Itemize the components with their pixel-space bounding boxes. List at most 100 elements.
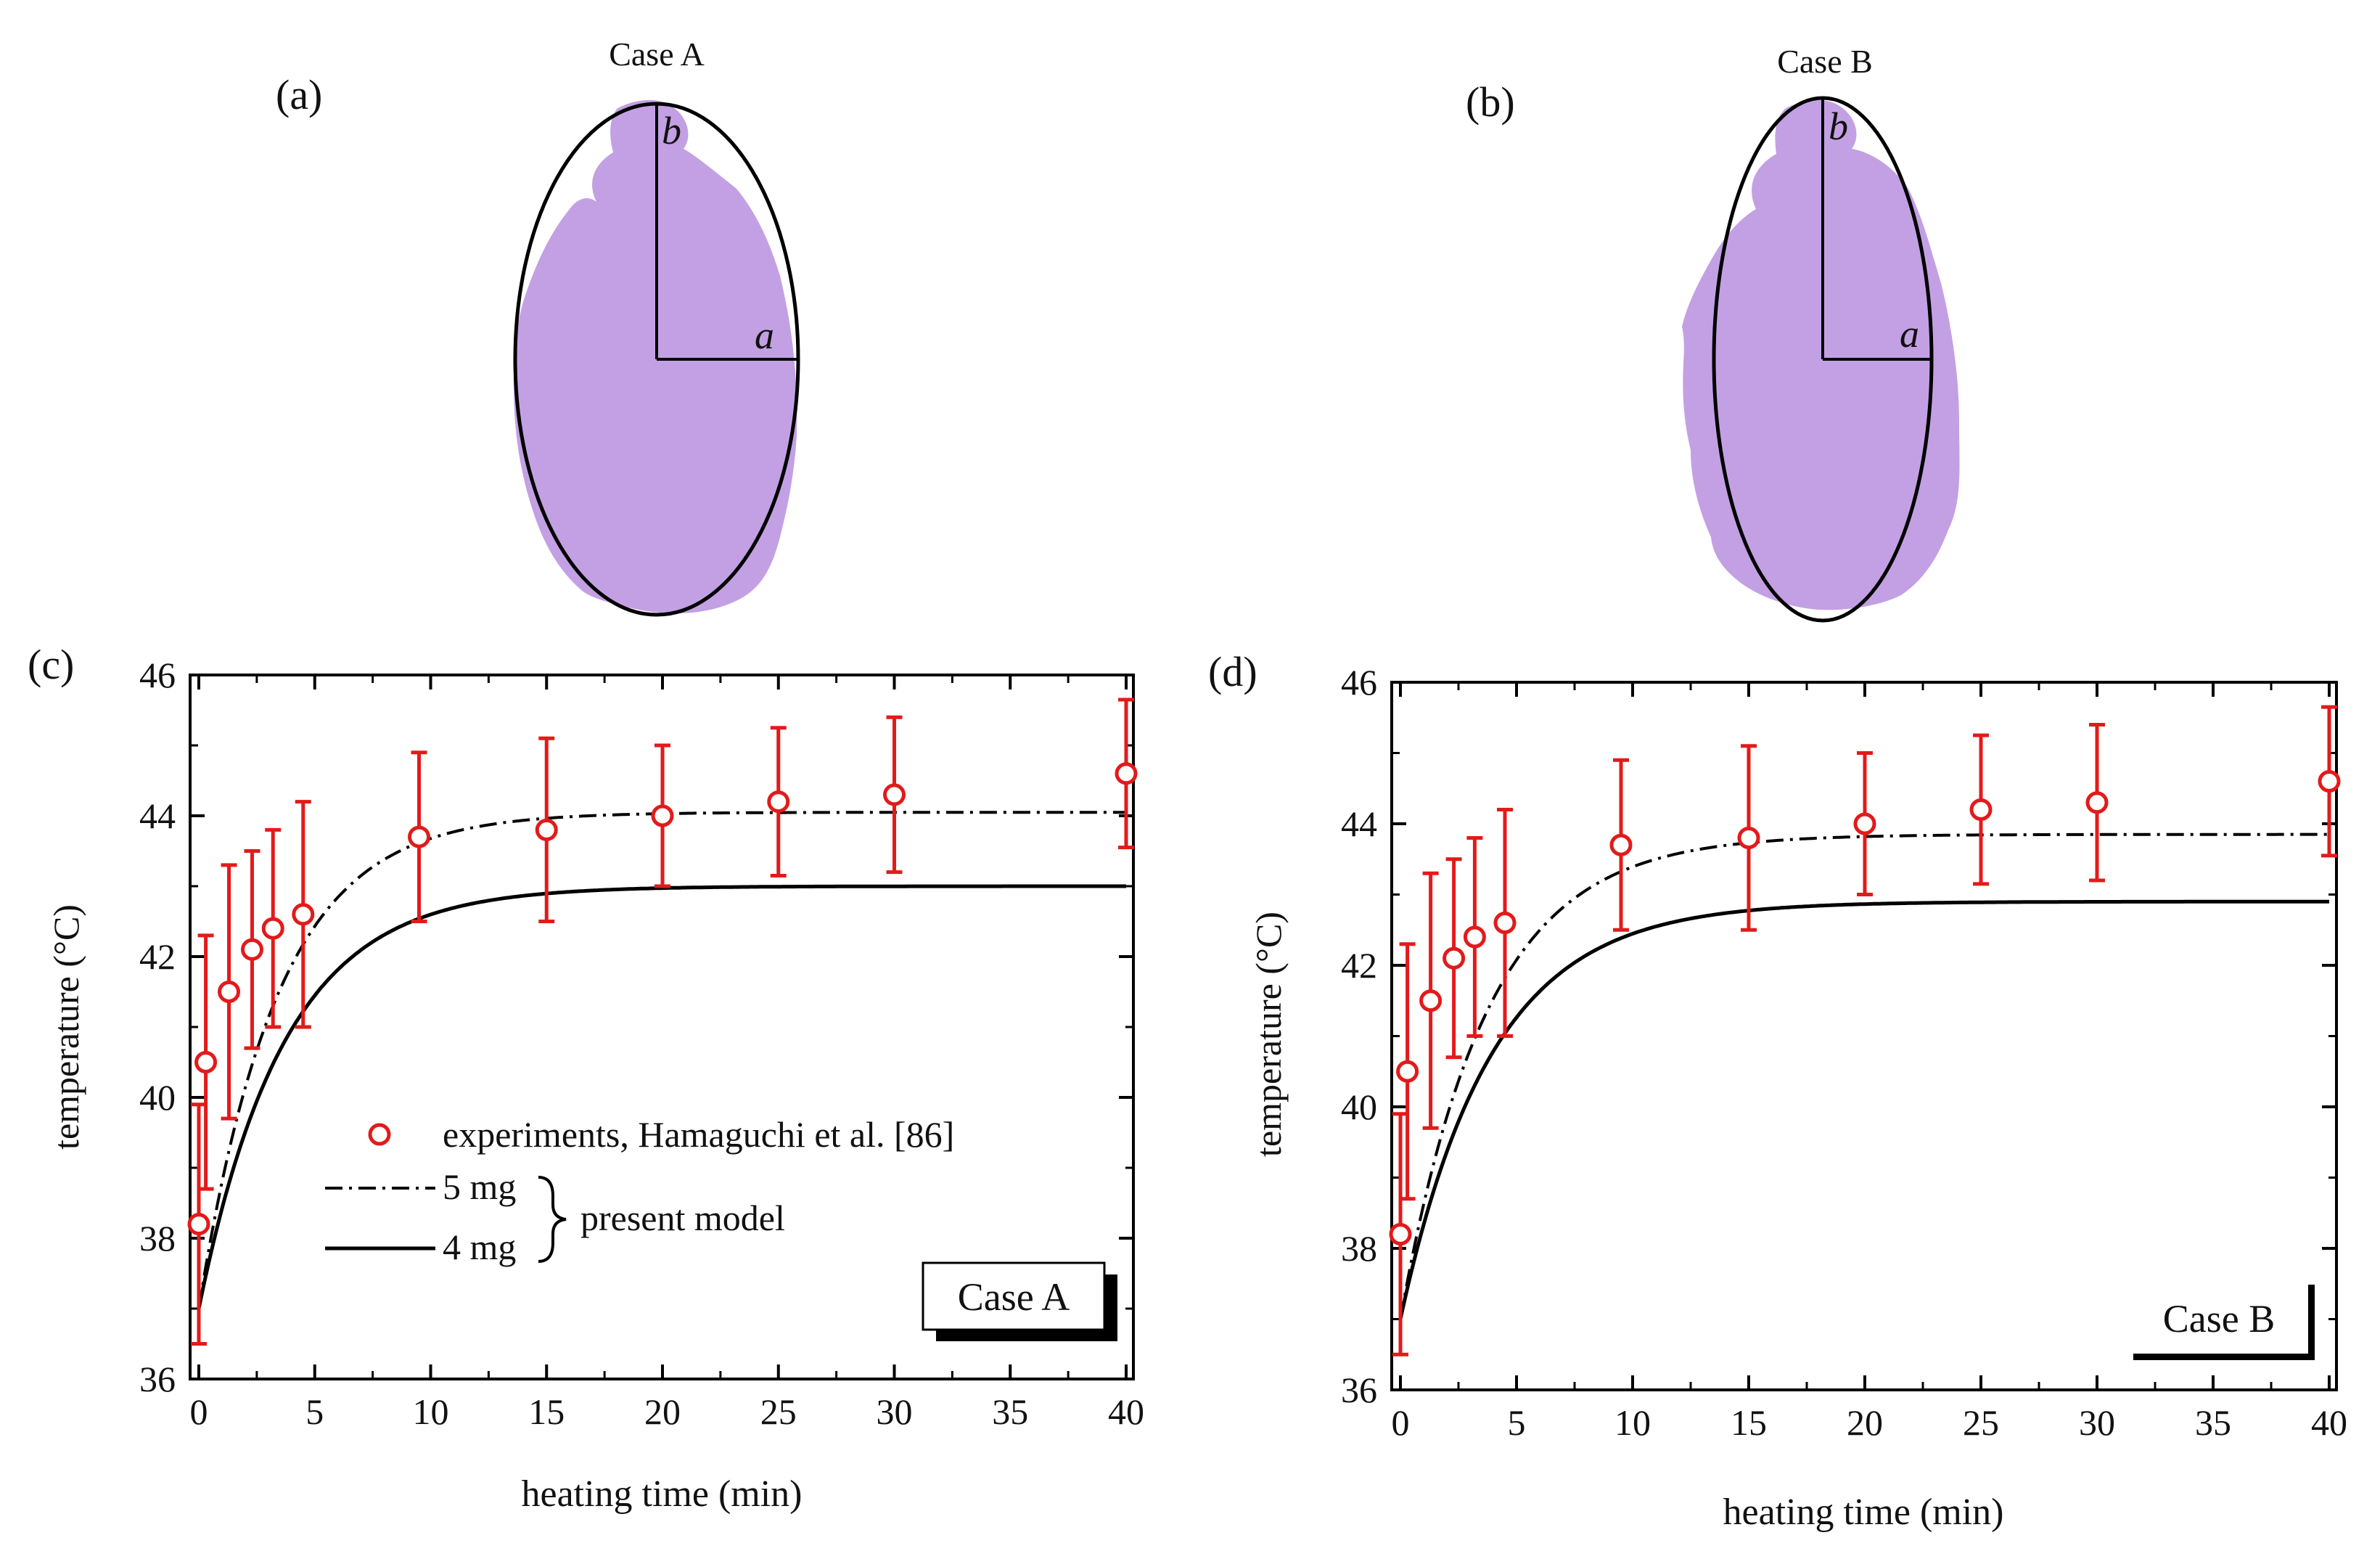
tissue-shape-b — [1682, 99, 1960, 610]
data-marker — [408, 825, 431, 848]
y-tick-label: 46 — [1341, 662, 1377, 703]
case-label-d: Case B — [2163, 1297, 2276, 1341]
panel-b-title: Case B — [1777, 43, 1873, 80]
xlabel-c: heating time (min) — [521, 1473, 802, 1515]
experiments-c — [187, 697, 1138, 1346]
data-marker — [187, 1213, 210, 1236]
y-ticks-c: 36 38 40 42 44 46 — [139, 655, 1133, 1399]
legend-brace — [538, 1176, 567, 1263]
data-marker — [218, 981, 241, 1003]
panel-d-label: (d) — [1208, 648, 1257, 695]
series-line-4mg — [1398, 899, 2329, 1320]
axis-label-a-a: a — [755, 314, 774, 357]
data-marker — [1389, 1223, 1412, 1245]
data-marker — [1853, 812, 1876, 835]
panel-a: (a) Case A b a — [276, 36, 800, 617]
y-tick-label: 38 — [1341, 1228, 1377, 1269]
data-marker — [2318, 770, 2341, 793]
data-point — [1115, 697, 1138, 850]
data-marker — [651, 804, 674, 827]
x-tick-label: 15 — [1731, 1402, 1767, 1443]
data-point — [408, 750, 431, 923]
y-tick-label: 42 — [139, 936, 176, 977]
y-tick-label: 40 — [139, 1077, 176, 1118]
data-marker — [1969, 798, 1993, 821]
axis-label-b-a: b — [662, 109, 681, 152]
x-tick-label: 35 — [992, 1391, 1028, 1432]
y-tick-label: 40 — [1341, 1087, 1377, 1127]
legend-label-present-model: present model — [580, 1198, 785, 1238]
panel-a-title: Case A — [609, 36, 705, 73]
case-label-box-c: Case A — [922, 1261, 1117, 1341]
data-point — [767, 726, 790, 877]
y-tick-label: 44 — [139, 795, 176, 836]
data-point — [1969, 733, 1993, 886]
data-point — [1396, 942, 1419, 1201]
data-point — [1389, 1112, 1412, 1357]
data-point — [240, 849, 263, 1050]
panel-c-label: (c) — [28, 641, 74, 688]
chart-c: (c) 36 38 40 42 44 46 0 5 10 15 20 25 30 35 40 temper… — [28, 641, 1144, 1515]
data-marker — [292, 903, 315, 926]
data-point — [261, 827, 284, 1029]
legend-marker-experiments — [368, 1123, 391, 1146]
data-point — [194, 933, 218, 1191]
data-marker — [1115, 762, 1138, 785]
data-marker — [240, 938, 263, 961]
series-line-5mg — [1399, 832, 2329, 1319]
x-ticks-c: 0 5 10 15 20 25 30 35 40 — [190, 675, 1144, 1432]
data-marker — [2085, 791, 2109, 814]
axis-label-b-b: b — [1829, 105, 1848, 148]
data-point — [1853, 751, 1876, 896]
x-tick-label: 30 — [877, 1391, 913, 1432]
data-marker — [1609, 833, 1633, 856]
x-tick-label: 40 — [2311, 1402, 2347, 1443]
experiments-d — [1389, 705, 2341, 1357]
chart-d: (d) 36 38 40 42 44 46 0 5 10 15 20 25 30 35 40 temper… — [1208, 648, 2347, 1533]
legend-label-4mg: 4 mg — [443, 1227, 516, 1267]
ylabel-c: temperature (°C) — [46, 904, 86, 1150]
y-tick-label: 36 — [1341, 1370, 1377, 1410]
y-tick-label: 36 — [139, 1359, 176, 1399]
data-point — [218, 863, 241, 1121]
case-label-c: Case A — [958, 1275, 1070, 1319]
data-marker — [1443, 946, 1466, 970]
data-marker — [767, 790, 790, 814]
x-tick-label: 5 — [1508, 1402, 1526, 1443]
data-point — [1463, 836, 1486, 1038]
data-marker — [1419, 989, 1443, 1012]
data-marker — [1463, 925, 1486, 949]
x-tick-label: 30 — [2079, 1402, 2115, 1443]
x-ticks-d: 0 5 10 15 20 25 30 35 40 — [1392, 682, 2347, 1443]
data-point — [1609, 758, 1633, 932]
panel-b-label: (b) — [1466, 78, 1515, 126]
x-tick-label: 25 — [1963, 1402, 1999, 1443]
data-point — [2318, 705, 2341, 858]
data-point — [2085, 723, 2109, 883]
ylabel-d: temperature (°C) — [1248, 912, 1289, 1157]
x-tick-label: 20 — [644, 1391, 681, 1432]
x-tick-label: 10 — [1614, 1402, 1651, 1443]
xlabel-d: heating time (min) — [1723, 1492, 2003, 1533]
x-tick-label: 40 — [1108, 1391, 1144, 1432]
panel-a-label: (a) — [276, 71, 322, 118]
x-tick-label: 25 — [760, 1391, 797, 1432]
y-tick-label: 44 — [1341, 803, 1377, 844]
panel-b: (b) Case B b a — [1466, 43, 1960, 623]
x-tick-label: 20 — [1847, 1402, 1883, 1443]
y-tick-label: 42 — [1341, 945, 1377, 986]
data-marker — [883, 783, 906, 806]
legend-label-5mg: 5 mg — [443, 1166, 516, 1207]
legend-label-experiments: experiments, Hamaguchi et al. [86] — [443, 1114, 954, 1155]
legend-c: experiments, Hamaguchi et al. [86] 5 mg … — [325, 1114, 954, 1267]
series-line-4mg — [197, 884, 1126, 1309]
x-tick-label: 35 — [2195, 1402, 2231, 1443]
data-point — [883, 715, 906, 875]
axis-label-a-b: a — [1900, 312, 1919, 356]
x-tick-label: 15 — [528, 1391, 565, 1432]
model-curves-d — [1398, 832, 2329, 1320]
data-point — [292, 800, 315, 1029]
data-marker — [261, 917, 284, 940]
x-tick-label: 0 — [1392, 1402, 1410, 1443]
